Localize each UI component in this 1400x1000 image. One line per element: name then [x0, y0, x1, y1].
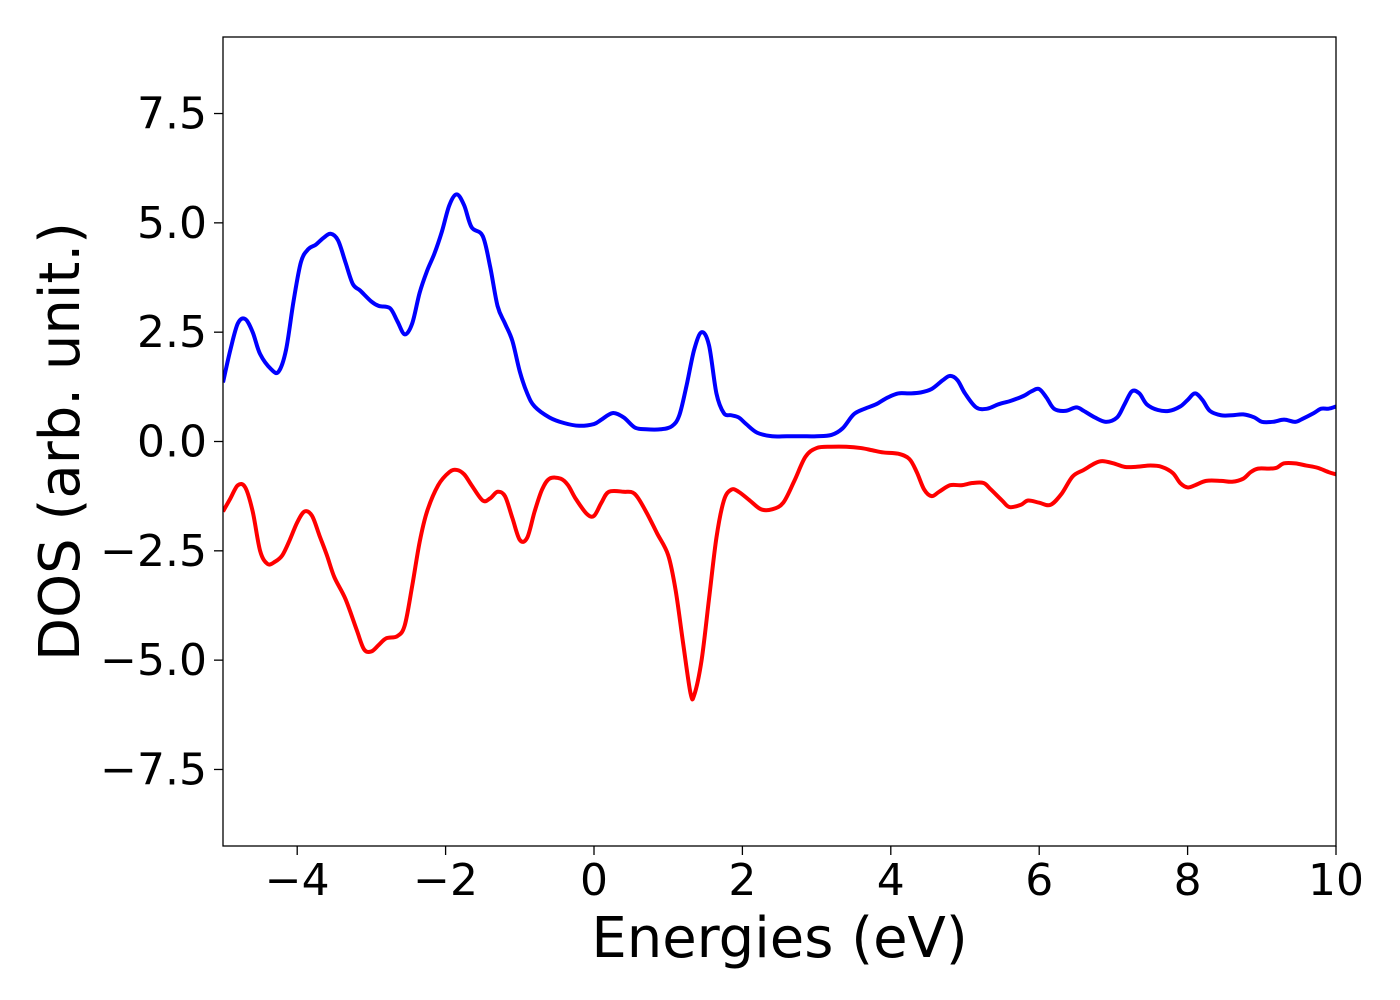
y-tick-label: 5.0	[137, 198, 207, 249]
y-tick-label: −7.5	[100, 744, 207, 795]
series-line-spin-up	[223, 192, 1336, 439]
x-tick-label: 10	[1308, 855, 1364, 906]
y-axis: 7.5 5.0 2.5 0.0 −2.5 −5.0 −7.5	[100, 89, 223, 795]
x-tick-label: 2	[728, 855, 756, 906]
y-tick-label: 0.0	[137, 417, 207, 468]
y-tick-label: 2.5	[137, 307, 207, 358]
x-tick-label: 8	[1174, 855, 1202, 906]
x-axis: −4 −2 0 2 4 6 8 10	[265, 846, 1364, 906]
x-tick-label: 0	[580, 855, 608, 906]
y-axis-label: DOS (arb. unit.)	[28, 222, 93, 661]
x-tick-label: −4	[265, 855, 330, 906]
series-layer	[223, 192, 1336, 702]
y-tick-label: −5.0	[100, 635, 207, 686]
x-tick-label: −2	[413, 855, 478, 906]
plot-area	[222, 36, 1337, 847]
x-tick-label: 6	[1025, 855, 1053, 906]
y-tick-label: 7.5	[137, 89, 207, 140]
x-axis-label: Energies (eV)	[591, 906, 967, 971]
x-tick-label: 4	[877, 855, 905, 906]
plot-frame	[222, 36, 1337, 847]
series-line-spin-down	[223, 444, 1336, 702]
y-tick-label: −2.5	[100, 526, 207, 577]
